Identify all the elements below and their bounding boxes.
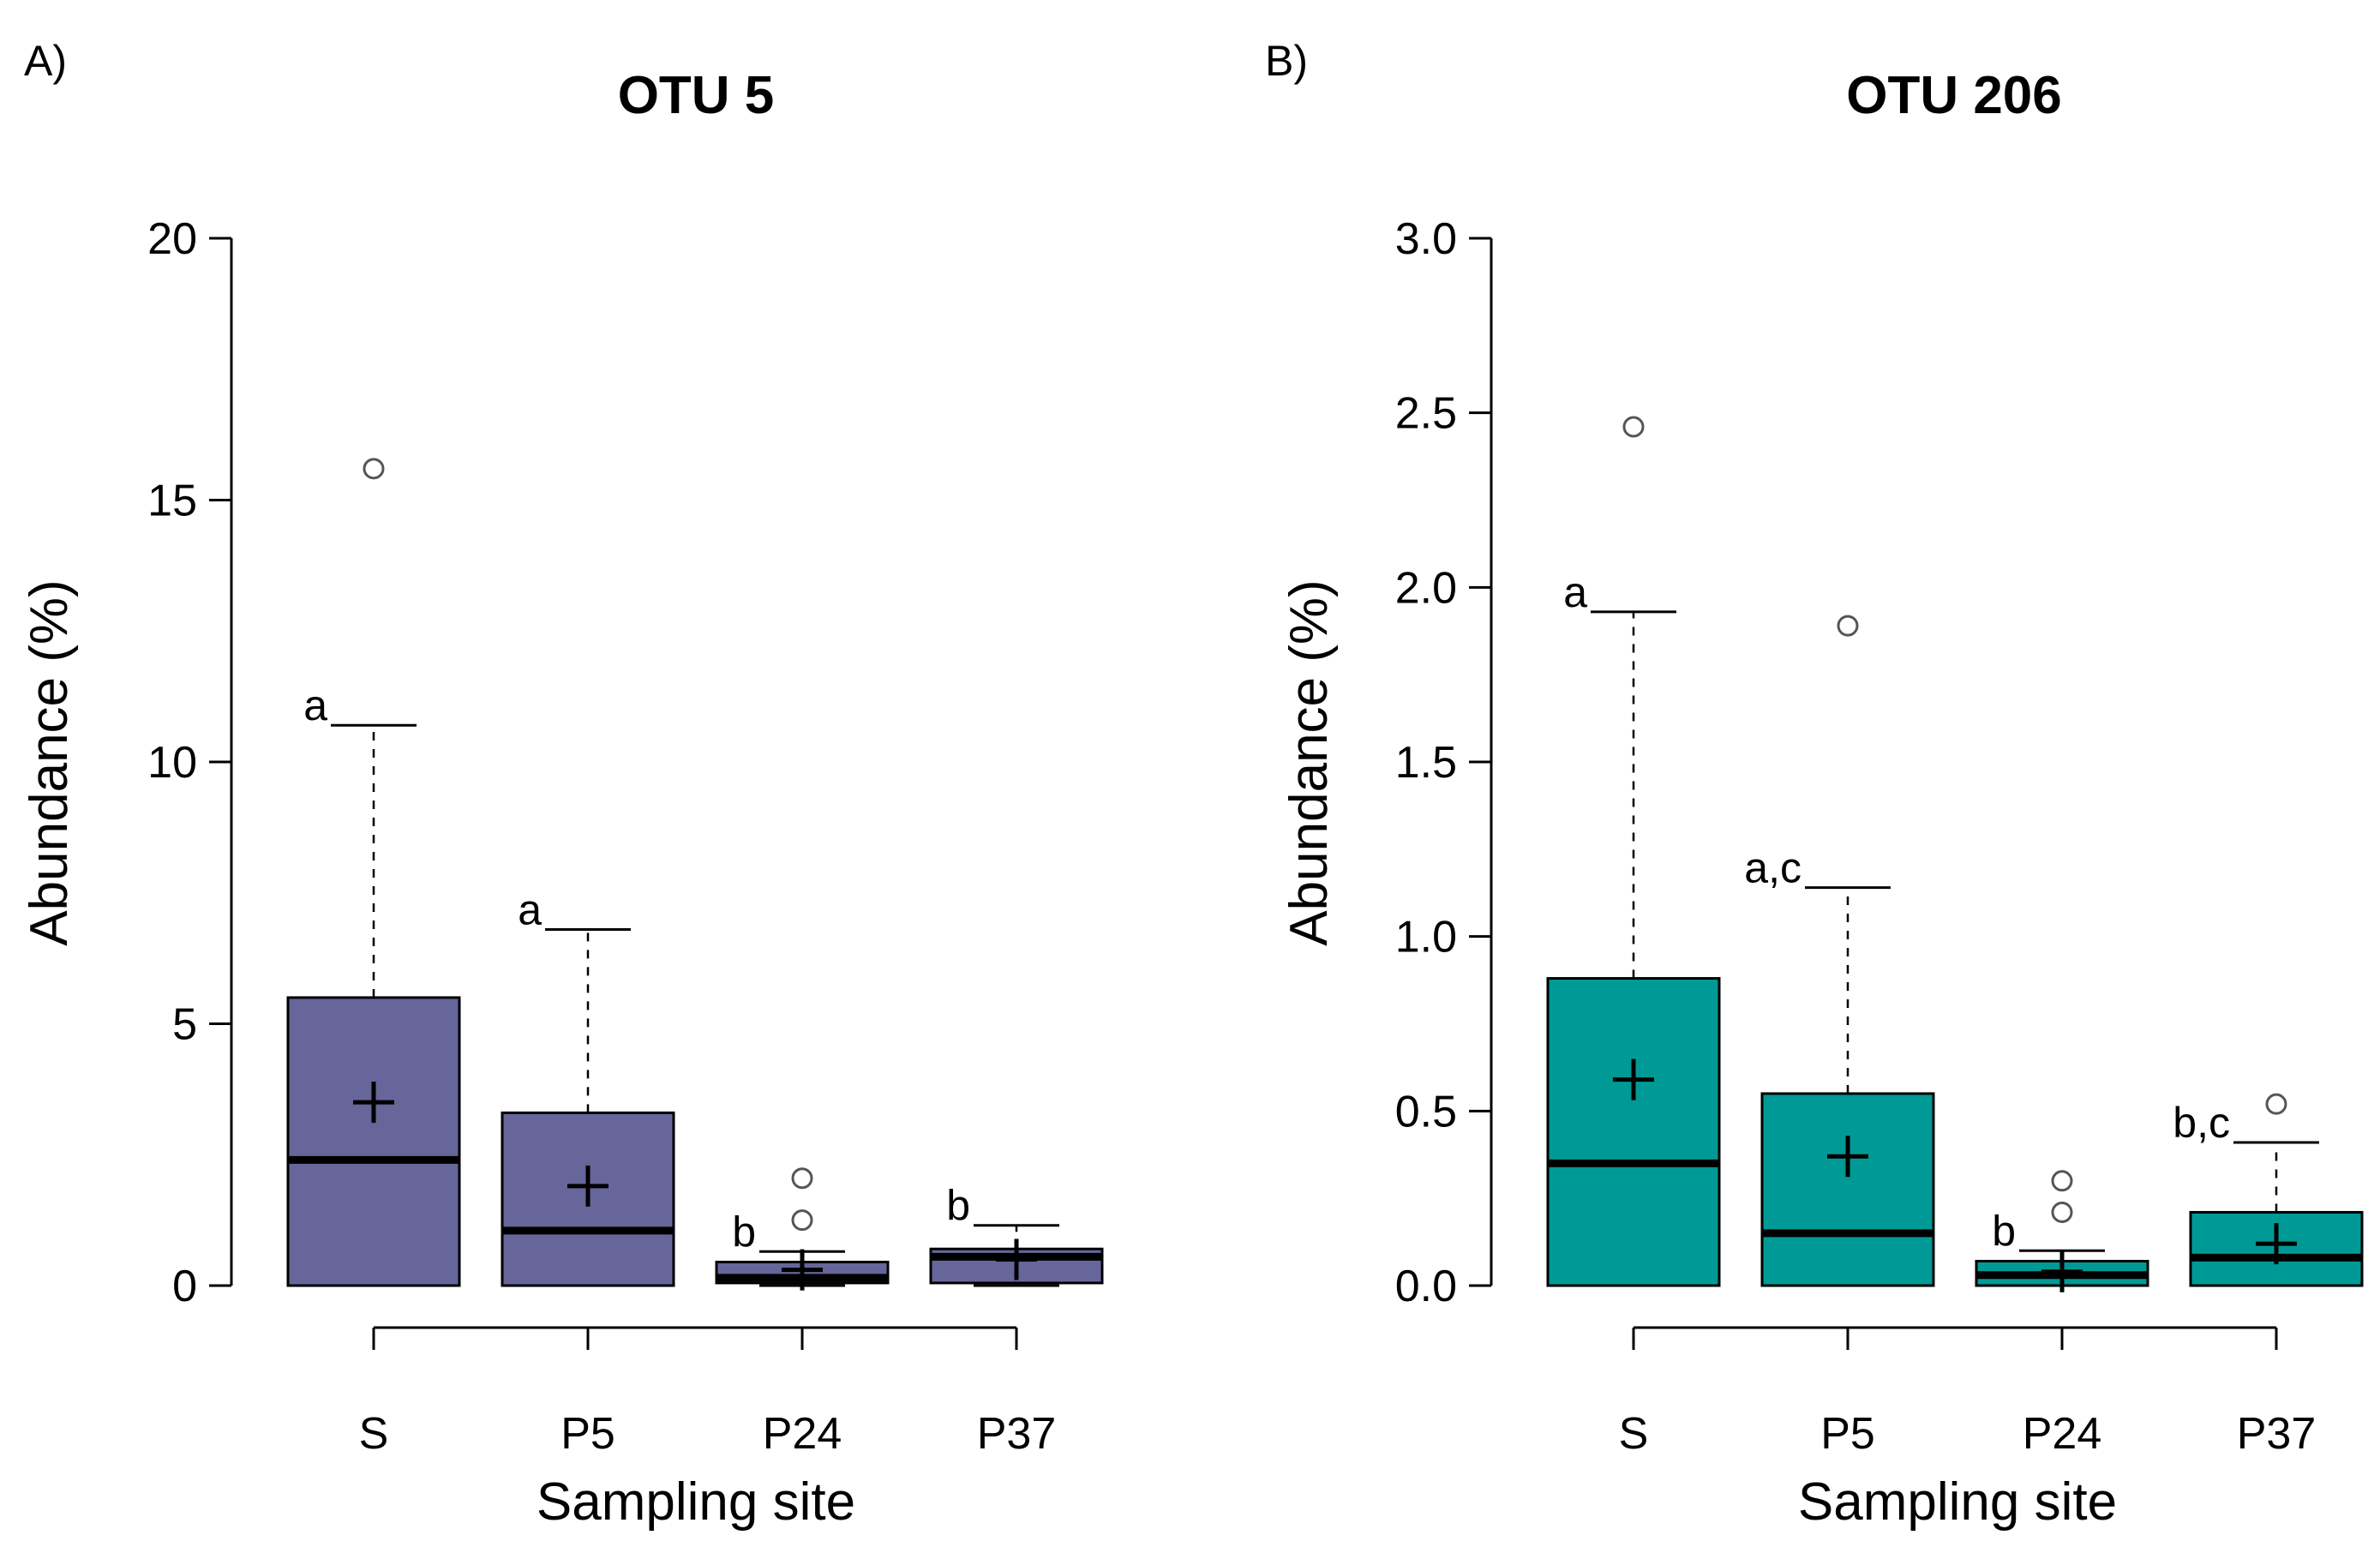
box-body (286, 996, 461, 1287)
x-tick-label: P37 (977, 1409, 1057, 1459)
y-axis-title: Abundance (%) (20, 579, 79, 945)
outlier-point (1837, 615, 1859, 637)
y-tick-label: 10 (147, 738, 197, 788)
y-tick-label: 5 (172, 1000, 197, 1050)
significance-letter: b (732, 1208, 756, 1256)
outlier-point (2051, 1201, 2073, 1223)
x-axis-title: Sampling site (1798, 1472, 2117, 1532)
x-tick-label: P5 (1820, 1409, 1875, 1459)
outlier-point (791, 1209, 813, 1232)
panel-otu-5: A) OTU 5 Sampling site Abundance (%) 0 5 1… (20, 37, 1104, 1532)
panel-label: B) (1265, 37, 1308, 85)
x-axis-title: Sampling site (537, 1472, 855, 1532)
y-tick-label: 0 (172, 1262, 197, 1311)
box-body (1546, 977, 1721, 1287)
significance-letter: a (518, 886, 542, 934)
y-tick-label: 20 (147, 214, 197, 264)
x-tick-label: S (1619, 1409, 1649, 1459)
chart-title: OTU 206 (1846, 66, 2062, 125)
y-tick-label: 2.0 (1395, 563, 1457, 613)
panel-label: A) (24, 37, 67, 85)
box-p37: b (929, 1182, 1104, 1287)
box-body (1760, 1092, 1935, 1287)
outlier-point (2265, 1093, 2287, 1115)
box-p24: b (1975, 1170, 2149, 1292)
significance-letter: b (1992, 1207, 2016, 1255)
outlier-point (363, 458, 385, 480)
outlier-point (791, 1167, 813, 1190)
significance-letter: a (1563, 568, 1587, 616)
box-p5: a (501, 886, 675, 1287)
box-p37: b,c (2173, 1093, 2364, 1287)
box-s: a (1546, 416, 1721, 1287)
box-s: a (286, 458, 461, 1287)
x-tick-label: P5 (561, 1409, 615, 1459)
significance-letter: a,c (1744, 844, 1801, 892)
panel-otu-206: B) OTU 206 Sampling site Abundance (%) 0… (1265, 37, 2364, 1532)
y-tick-label: 3.0 (1395, 214, 1457, 264)
box-p5: a,c (1744, 615, 1935, 1287)
y-axis-title: Abundance (%) (1280, 579, 1339, 945)
x-tick-label: P37 (2237, 1409, 2317, 1459)
significance-letter: b,c (2173, 1099, 2230, 1147)
y-tick-label: 0.5 (1395, 1087, 1457, 1136)
y-tick-label: 1.5 (1395, 738, 1457, 788)
x-tick-label: P24 (2023, 1409, 2102, 1459)
chart-title: OTU 5 (618, 66, 775, 125)
y-tick-label: 15 (147, 477, 197, 526)
outlier-point (2051, 1170, 2073, 1192)
significance-letter: b (946, 1182, 970, 1230)
x-tick-label: P24 (763, 1409, 842, 1459)
outlier-point (1622, 416, 1645, 438)
significance-letter: a (303, 681, 327, 729)
y-tick-label: 2.5 (1395, 389, 1457, 439)
box-p24: b (715, 1167, 890, 1291)
y-tick-label: 1.0 (1395, 913, 1457, 962)
y-tick-label: 0.0 (1395, 1262, 1457, 1311)
x-tick-label: S (359, 1409, 389, 1459)
